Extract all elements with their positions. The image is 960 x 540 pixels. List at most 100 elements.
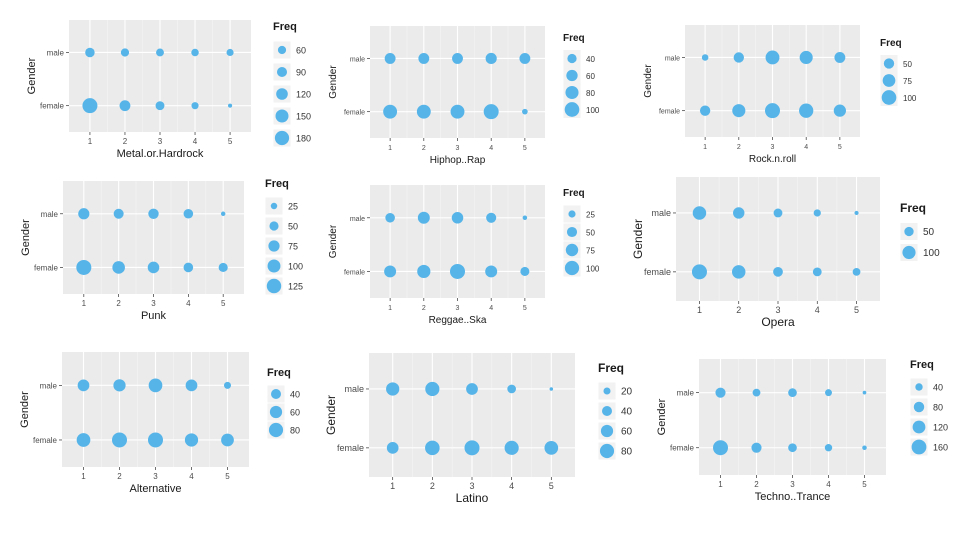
legend-label: 40 — [933, 383, 943, 393]
data-point-male-3 — [765, 50, 780, 65]
y-tick-label: female — [659, 109, 680, 116]
legend-label: 80 — [621, 447, 633, 458]
data-point-male-4 — [485, 52, 497, 65]
legend-key-point — [566, 226, 578, 238]
legend-label: 125 — [288, 282, 303, 292]
data-point-female-5 — [228, 103, 233, 108]
legend-label: 100 — [288, 262, 303, 272]
data-point-male-4 — [813, 209, 821, 217]
y-tick-label: female — [33, 436, 58, 445]
data-point-female-3 — [155, 101, 165, 111]
x-tick-label: 1 — [390, 481, 395, 491]
legend-label: 75 — [903, 77, 912, 86]
data-point-female-2 — [417, 264, 431, 279]
x-tick-label: 1 — [82, 299, 87, 308]
legend-label: 150 — [296, 112, 311, 122]
x-tick-label: 2 — [737, 144, 741, 151]
legend-label: 120 — [933, 423, 948, 433]
legend-key-point — [274, 130, 290, 146]
y-tick-label: female — [644, 267, 671, 277]
legend-key-point — [268, 240, 280, 252]
data-point-female-1 — [82, 98, 98, 114]
legend-key-point — [567, 53, 577, 64]
data-point-male-2 — [733, 52, 744, 63]
facet-panel-6: 1 2 3 4 5 male female Opera Gender Freq 50 100 — [631, 177, 940, 329]
y-axis-title: Gender — [19, 391, 31, 428]
legend-key-point — [565, 85, 579, 100]
data-point-female-2 — [732, 104, 746, 118]
x-tick-label: 3 — [456, 145, 460, 152]
legend-label: 75 — [288, 242, 298, 252]
size-legend: Freq 60 90 120 150 180 — [273, 21, 311, 147]
x-tick-label: 5 — [228, 137, 233, 146]
data-point-male-4 — [825, 389, 832, 397]
legend-label: 50 — [923, 227, 935, 238]
legend-key-point — [566, 69, 578, 82]
legend-label: 50 — [903, 60, 912, 69]
data-point-male-1 — [384, 53, 396, 64]
legend-key-point — [881, 90, 897, 105]
x-tick-label: 1 — [388, 145, 392, 152]
data-point-female-2 — [425, 440, 440, 456]
data-point-male-1 — [77, 379, 90, 392]
data-point-male-2 — [733, 207, 745, 219]
legend-label: 40 — [290, 390, 300, 400]
legend-label: 120 — [296, 90, 311, 100]
data-point-female-5 — [520, 266, 530, 276]
data-point-female-2 — [751, 442, 762, 453]
legend-label: 75 — [586, 247, 595, 256]
legend-title: Freq — [267, 367, 291, 379]
data-point-female-3 — [765, 103, 780, 119]
data-point-female-1 — [713, 440, 729, 456]
data-point-male-3 — [156, 48, 164, 57]
legend-key-point — [883, 58, 895, 69]
data-point-male-5 — [549, 387, 554, 391]
data-point-female-4 — [824, 444, 833, 452]
legend-key-point — [271, 389, 281, 399]
legend-key-point — [276, 88, 288, 100]
legend-key-point — [269, 405, 283, 419]
data-point-male-2 — [418, 53, 430, 64]
data-point-female-3 — [788, 443, 797, 453]
legend-label: 60 — [586, 72, 595, 81]
data-point-male-3 — [452, 53, 463, 64]
x-tick-label: 5 — [862, 480, 867, 489]
legend-label: 50 — [586, 229, 595, 238]
legend-key-point — [911, 439, 927, 455]
legend-key-point — [267, 259, 281, 273]
data-point-female-4 — [504, 440, 519, 455]
legend-label: 90 — [296, 68, 306, 78]
data-point-female-1 — [691, 264, 707, 280]
legend-label: 60 — [621, 427, 633, 438]
data-point-female-4 — [183, 262, 194, 273]
data-point-male-4 — [185, 379, 198, 392]
x-tick-label: 4 — [815, 305, 820, 315]
x-tick-label: 1 — [81, 472, 86, 481]
x-tick-label: 2 — [422, 145, 426, 152]
facet-panel-5: 1 2 3 4 5 male female Reggae..Ska Gender Freq 25 50… — [328, 185, 600, 326]
legend-key-point — [268, 422, 284, 438]
x-tick-label: 5 — [838, 144, 842, 151]
x-axis-title: Reggae..Ska — [429, 315, 487, 326]
data-point-male-5 — [220, 211, 226, 217]
x-tick-label: 4 — [193, 137, 198, 146]
size-legend: Freq 40 80 120 160 — [910, 359, 948, 456]
legend-key-point — [599, 443, 615, 459]
legend-key-point — [269, 221, 279, 231]
legend-label: 60 — [296, 46, 306, 56]
data-point-male-2 — [113, 379, 126, 392]
data-point-female-1 — [699, 105, 711, 116]
data-point-female-3 — [450, 263, 465, 279]
x-axis-title: Punk — [141, 310, 167, 322]
legend-label: 100 — [903, 94, 917, 103]
legend-label: 80 — [586, 89, 595, 98]
data-point-male-4 — [507, 384, 516, 394]
facet-panel-8: 1 2 3 4 5 male female Latino Gender Freq 20 40 60 80 — [324, 353, 633, 505]
x-tick-label: 3 — [469, 481, 474, 491]
data-point-male-2 — [417, 211, 430, 224]
data-point-male-3 — [773, 208, 783, 218]
data-point-female-5 — [218, 262, 228, 273]
x-tick-label: 2 — [736, 305, 741, 315]
y-axis-title: Gender — [20, 219, 32, 256]
legend-label: 25 — [288, 202, 298, 212]
